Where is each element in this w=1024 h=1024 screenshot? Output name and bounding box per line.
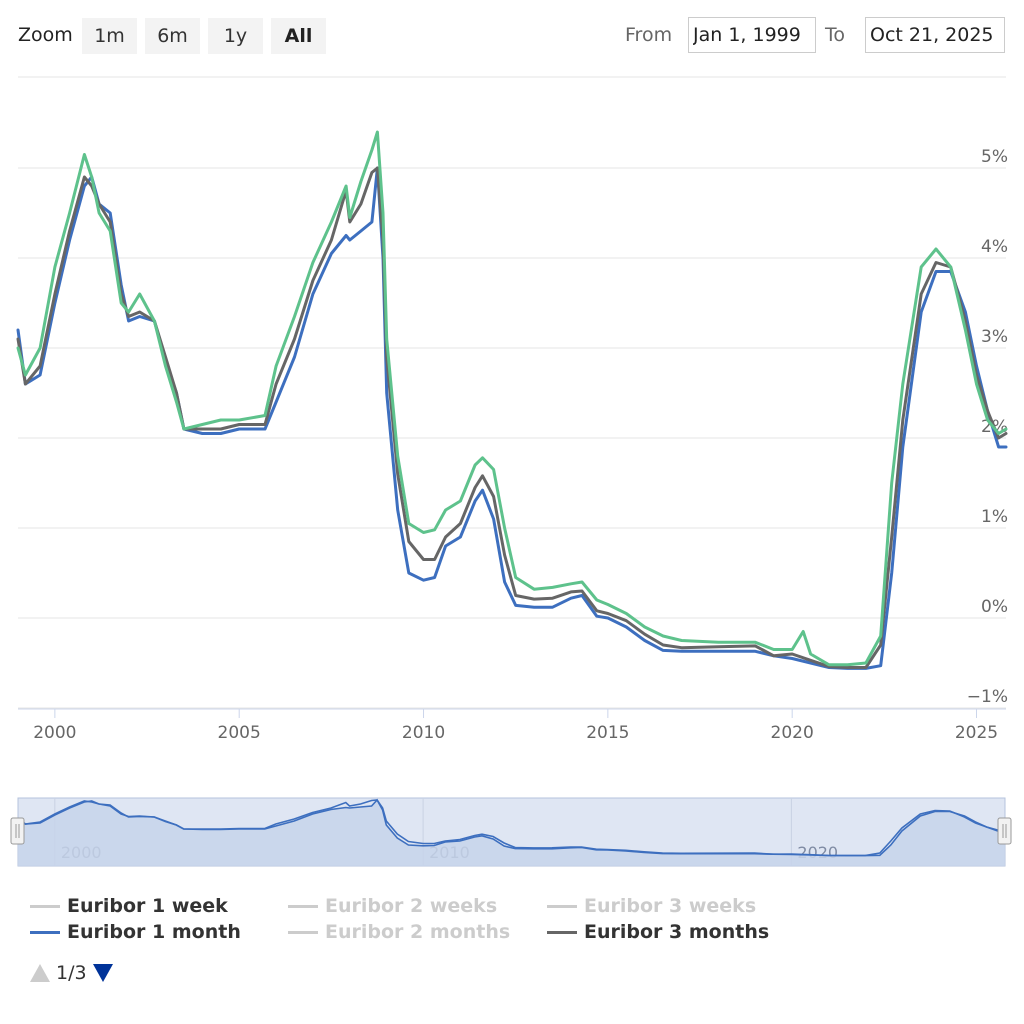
- legend-page-indicator: 1/3: [56, 962, 87, 984]
- navigator-handle-grip: [10, 817, 25, 845]
- legend-item-euribor-1-week[interactable]: Euribor 1 week: [30, 893, 228, 919]
- legend-swatch: [547, 930, 577, 934]
- y-tick-label: 4%: [981, 237, 1008, 257]
- zoom-label: Zoom: [18, 24, 73, 46]
- y-tick-label: 1%: [981, 507, 1008, 527]
- legend-page-up-icon[interactable]: [30, 964, 50, 982]
- y-tick-label: −1%: [967, 687, 1008, 707]
- legend-label: Euribor 1 month: [67, 921, 241, 943]
- legend-label: Euribor 3 months: [584, 921, 770, 943]
- navigator-right-handle[interactable]: [997, 817, 1012, 845]
- legend-page-down-icon[interactable]: [92, 964, 113, 982]
- legend-swatch: [30, 930, 60, 934]
- from-label: From: [625, 24, 673, 46]
- legend-item-euribor-3-months[interactable]: Euribor 3 months: [547, 919, 769, 945]
- x-tick-label: 2020: [771, 723, 814, 743]
- y-tick-label: 3%: [981, 327, 1008, 347]
- legend-item-euribor-1-month[interactable]: Euribor 1 month: [30, 919, 241, 945]
- y-tick-label: 0%: [981, 597, 1008, 617]
- y-tick-label: 5%: [981, 147, 1008, 167]
- zoom-1y-button[interactable]: 1y: [208, 18, 263, 54]
- range-selector: Zoom 1m 6m 1y All From To: [0, 0, 1024, 70]
- legend-label: Euribor 2 weeks: [325, 895, 498, 917]
- legend-swatch: [288, 930, 318, 934]
- x-tick-label: 2000: [33, 723, 76, 743]
- legend: Euribor 1 week Euribor 2 weeks Euribor 3…: [30, 893, 810, 945]
- to-label: To: [825, 24, 846, 46]
- series-line-euribor-1-month[interactable]: [16, 166, 1008, 670]
- legend-label: Euribor 3 weeks: [584, 895, 757, 917]
- legend-label: Euribor 1 week: [67, 895, 228, 917]
- legend-pager: 1/3: [30, 960, 113, 986]
- legend-label: Euribor 2 months: [325, 921, 511, 943]
- x-tick-label: 2010: [402, 723, 445, 743]
- series-line-euribor-6-months[interactable]: [16, 130, 1008, 667]
- navigator-handle-grip: [997, 817, 1012, 845]
- legend-item-euribor-3-weeks[interactable]: Euribor 3 weeks: [547, 893, 756, 919]
- to-date-input[interactable]: [865, 17, 1005, 53]
- zoom-1m-button[interactable]: 1m: [82, 18, 137, 54]
- legend-swatch: [288, 904, 318, 908]
- zoom-all-button[interactable]: All: [271, 18, 326, 54]
- x-tick-label: 2005: [218, 723, 261, 743]
- navigator-area: [18, 800, 1005, 866]
- series-line-euribor-3-months[interactable]: [16, 166, 1008, 669]
- x-tick-label: 2015: [586, 723, 629, 743]
- legend-item-euribor-2-weeks[interactable]: Euribor 2 weeks: [288, 893, 497, 919]
- zoom-6m-button[interactable]: 6m: [145, 18, 200, 54]
- euribor-chart[interactable]: 5%4%3%2%1%0%−1% 2000 2005 2010 2015 2020 2025…: [0, 0, 1024, 880]
- legend-swatch: [547, 904, 577, 908]
- legend-swatch: [30, 904, 60, 908]
- x-tick-label: 2025: [955, 723, 998, 743]
- legend-item-euribor-2-months[interactable]: Euribor 2 months: [288, 919, 510, 945]
- navigator-line: [17, 799, 1006, 857]
- from-date-input[interactable]: [688, 17, 816, 53]
- navigator-left-handle[interactable]: [10, 817, 25, 845]
